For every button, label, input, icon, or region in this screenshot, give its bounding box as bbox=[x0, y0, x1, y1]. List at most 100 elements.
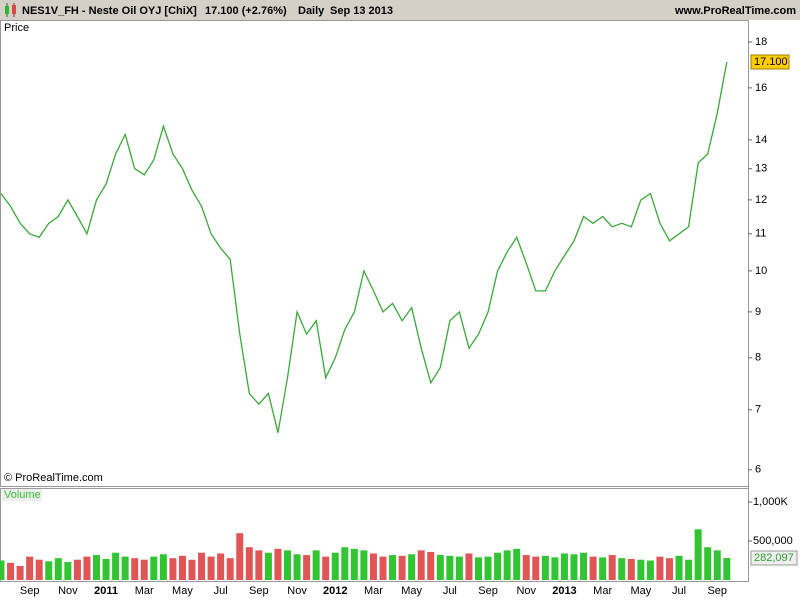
volume-bar bbox=[723, 558, 731, 580]
volume-bar bbox=[637, 559, 645, 580]
volume-title-box bbox=[2, 489, 42, 501]
volume-bar bbox=[713, 550, 721, 580]
volume-bar bbox=[331, 552, 339, 580]
x-tick-label: May bbox=[172, 585, 193, 597]
credit: © ProRealTime.com bbox=[4, 472, 103, 484]
x-tick-label: Nov bbox=[516, 585, 536, 597]
volume-bar bbox=[589, 556, 597, 580]
volume-bar bbox=[45, 561, 53, 580]
x-tick-label: 2013 bbox=[552, 585, 576, 597]
volume-bar bbox=[264, 552, 272, 580]
volume-bar bbox=[83, 556, 91, 580]
last-price-label: 17.100 bbox=[754, 56, 788, 68]
x-tick-label: Nov bbox=[287, 585, 307, 597]
x-tick-label: Mar bbox=[135, 585, 154, 597]
volume-bar bbox=[140, 559, 148, 580]
x-tick-label: May bbox=[630, 585, 651, 597]
volume-bar bbox=[618, 558, 626, 580]
volume-bar bbox=[484, 556, 492, 580]
volume-bar bbox=[656, 556, 664, 580]
volume-bar bbox=[646, 560, 654, 580]
volume-bar bbox=[541, 555, 549, 580]
volume-bar bbox=[465, 553, 473, 580]
symbol: NES1V_FH - Neste Oil OYJ [ChiX] bbox=[22, 5, 197, 17]
volume-bar bbox=[7, 562, 15, 580]
volume-bar bbox=[685, 559, 693, 580]
volume-bar bbox=[255, 550, 263, 580]
volume-bar bbox=[580, 552, 588, 580]
volume-bar bbox=[350, 548, 358, 580]
volume-bar bbox=[446, 555, 454, 580]
volume-bar bbox=[245, 547, 253, 580]
volume-bar bbox=[417, 550, 425, 580]
volume-bar bbox=[150, 556, 158, 580]
volume-bar bbox=[408, 554, 416, 580]
last-price-box bbox=[750, 54, 790, 70]
x-tick-label: 2012 bbox=[323, 585, 347, 597]
y-tick-label: 7 bbox=[755, 404, 761, 416]
volume-bar bbox=[475, 557, 482, 580]
volume-bar bbox=[455, 556, 463, 580]
volume-bar bbox=[551, 557, 559, 580]
volume-bar bbox=[322, 556, 330, 580]
volume-bar bbox=[560, 553, 568, 580]
x-tick-label: Jul bbox=[672, 585, 686, 597]
volume-bar bbox=[217, 553, 225, 580]
volume-bar bbox=[274, 548, 282, 580]
x-tick-label: Sep bbox=[20, 585, 40, 597]
volume-tick-label: 500,000 bbox=[753, 535, 793, 547]
volume-bar bbox=[360, 550, 368, 580]
x-tick-label: Mar bbox=[593, 585, 612, 597]
date: Sep 13 2013 bbox=[330, 5, 393, 17]
volume-bar bbox=[54, 558, 62, 580]
quote: 17.100 (+2.76%) bbox=[205, 5, 287, 17]
price-line bbox=[0, 61, 728, 433]
volume-bar bbox=[188, 559, 196, 580]
volume-bar bbox=[503, 550, 511, 580]
x-tick-label: Mar bbox=[364, 585, 383, 597]
volume-tick-label: 1,000K bbox=[753, 496, 789, 508]
y-tick-label: 12 bbox=[755, 194, 767, 206]
volume-title: Volume bbox=[4, 489, 41, 501]
volume-bar bbox=[627, 558, 635, 580]
x-tick-label: Jul bbox=[443, 585, 457, 597]
y-tick-label: 10 bbox=[755, 265, 767, 277]
x-tick-label: Nov bbox=[58, 585, 78, 597]
y-tick-label: 11 bbox=[755, 228, 766, 240]
volume-bar bbox=[102, 558, 110, 580]
volume-bar bbox=[694, 529, 702, 580]
y-tick-label: 13 bbox=[755, 163, 767, 175]
volume-bar bbox=[198, 552, 206, 580]
volume-bar bbox=[169, 558, 177, 580]
y-tick-label: 8 bbox=[755, 352, 761, 364]
x-tick-label: Jul bbox=[214, 585, 228, 597]
y-tick-label: 14 bbox=[755, 134, 767, 146]
x-tick-label: Sep bbox=[707, 585, 727, 597]
x-tick-label: 2011 bbox=[94, 585, 118, 597]
y-tick-label: 18 bbox=[755, 36, 767, 48]
volume-bar bbox=[0, 560, 5, 580]
volume-bar bbox=[121, 556, 129, 580]
volume-bar bbox=[26, 556, 34, 580]
volume-bar bbox=[284, 550, 291, 580]
symbol-icon bbox=[5, 3, 16, 17]
volume-bar bbox=[16, 565, 24, 580]
volume-bar bbox=[293, 554, 301, 580]
volume-bar bbox=[522, 555, 530, 580]
volume-bar bbox=[226, 558, 234, 580]
y-tick-label: 6 bbox=[755, 464, 761, 476]
volume-bar bbox=[436, 555, 444, 580]
y-tick-label: 9 bbox=[755, 306, 761, 318]
volume-bar bbox=[178, 555, 186, 580]
y-tick-label: 16 bbox=[755, 82, 767, 94]
last-volume-box bbox=[750, 550, 798, 566]
volume-bar bbox=[427, 551, 435, 580]
volume-bar bbox=[73, 559, 81, 580]
volume-bar bbox=[704, 547, 712, 580]
volume-bar bbox=[93, 555, 100, 580]
volume-bar bbox=[532, 556, 540, 580]
volume-bar bbox=[236, 533, 244, 580]
header-bar bbox=[0, 0, 800, 20]
volume-bar bbox=[64, 562, 72, 580]
